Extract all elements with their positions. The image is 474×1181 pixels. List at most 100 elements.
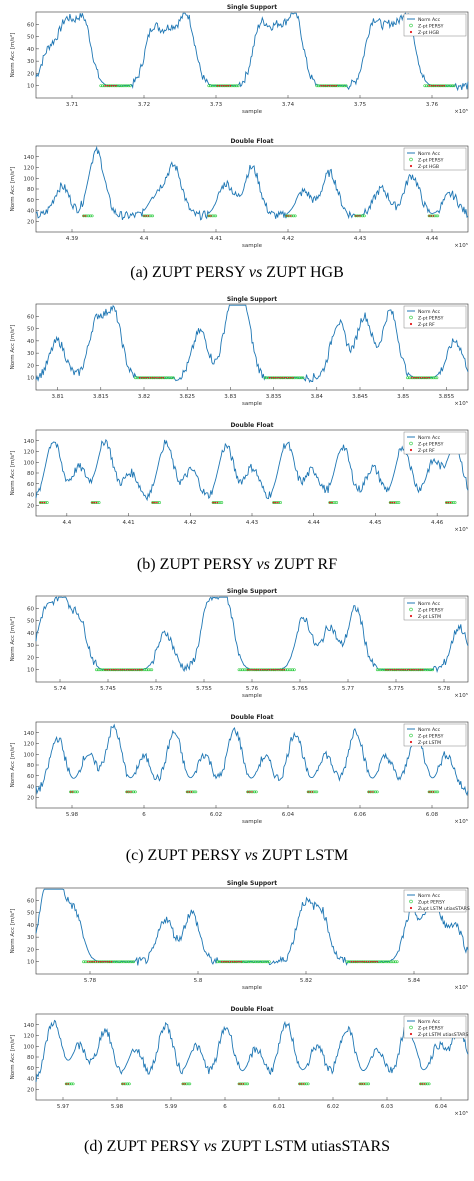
y-tick-label: 80	[27, 763, 34, 769]
zupt-model-point	[229, 960, 232, 963]
zupt-persy-point	[212, 84, 216, 88]
zupt-persy-point	[209, 84, 212, 88]
y-tick-label: 20	[27, 363, 34, 369]
zupt-model-point	[223, 960, 225, 963]
zupt-persy-point	[149, 214, 153, 218]
zupt-persy-point	[392, 960, 396, 964]
y-tick-label: 140	[24, 155, 35, 161]
zupt-persy-point	[247, 960, 250, 964]
x-axis-exponent: ×10⁵	[454, 526, 468, 533]
zupt-model-point	[220, 84, 223, 87]
zupt-persy-point	[431, 668, 434, 672]
zupt-model-point	[225, 84, 227, 87]
series-norm-acc	[35, 145, 469, 221]
zupt-persy-point	[151, 501, 155, 504]
zupt-model-point	[424, 1083, 426, 1085]
x-axis-label: sample	[242, 401, 263, 407]
zupt-model-point	[367, 791, 370, 793]
zupt-model-point	[370, 960, 372, 963]
zupt-persy-point	[99, 960, 103, 964]
x-tick-label: 5.74	[54, 686, 67, 692]
zupt-persy-point	[224, 960, 228, 964]
zupt-model-point	[268, 376, 271, 379]
zupt-persy-point	[306, 790, 310, 794]
x-tick-label: 6.02	[210, 812, 222, 818]
zupt-persy-point	[388, 960, 392, 964]
zupt-persy-point	[335, 501, 339, 504]
y-tick-label: 60	[27, 22, 34, 28]
x-axis-exponent: ×10⁵	[454, 242, 468, 249]
zupt-model-point	[238, 960, 240, 963]
zupt-persy-point	[188, 1082, 192, 1086]
zupt-model-point	[147, 376, 150, 379]
zupt-persy-point	[257, 960, 261, 964]
zupt-model-point	[253, 668, 255, 671]
zupt-persy-point	[90, 501, 94, 504]
zupt-model-point	[218, 84, 221, 87]
legend-swatch-model	[409, 740, 413, 744]
zupt-model-point	[445, 501, 448, 504]
zupt-model-point	[115, 84, 117, 87]
zupt-model-point	[285, 215, 288, 217]
zupt-model-point	[225, 960, 227, 963]
zupt-persy-point	[207, 214, 211, 218]
zupt-model-point	[274, 668, 277, 671]
zupt-persy-point	[265, 376, 269, 380]
y-tick-label: 60	[27, 314, 34, 320]
zupt-model-point	[432, 215, 435, 217]
y-axis-label: Norm Acc [m/s²]	[9, 33, 16, 78]
zupt-persy-point	[263, 376, 267, 380]
chart-title: Single Support	[227, 4, 277, 11]
chart-title: Double Float	[230, 1006, 273, 1013]
zupt-model-point	[277, 376, 279, 379]
caption-a: (a) ZUPT PERSY vs ZUPT HGB	[0, 264, 474, 282]
legend-swatch-model	[409, 906, 413, 910]
zupt-model-point	[132, 668, 134, 671]
zupt-model-point	[128, 668, 130, 671]
zupt-persy-point	[112, 668, 116, 672]
zupt-model-point	[184, 1083, 186, 1085]
zupt-persy-point	[345, 960, 349, 964]
zupt-model-point	[352, 960, 355, 963]
x-tick-label: 6.08	[426, 812, 439, 818]
zupt-persy-point	[407, 376, 411, 380]
y-tick-label: 40	[27, 47, 34, 53]
zupt-persy-point	[452, 84, 456, 88]
zupt-persy-point	[70, 1082, 73, 1086]
zupt-model-point	[430, 215, 433, 217]
zupt-persy-point	[429, 668, 433, 672]
x-axis-label: sample	[242, 819, 263, 825]
zupt-persy-point	[245, 960, 249, 964]
zupt-model-point	[216, 501, 219, 504]
zupt-persy-point	[367, 1082, 371, 1086]
x-tick-label: 3.76	[426, 102, 439, 108]
y-tick-label: 80	[27, 471, 34, 477]
zupt-persy-point	[313, 790, 317, 794]
x-tick-label: 4.44	[426, 236, 439, 242]
x-tick-label: 3.855	[439, 394, 455, 400]
zupt-persy-point	[98, 668, 102, 672]
zupt-model-point	[110, 84, 113, 87]
zupt-model-point	[104, 84, 106, 87]
zupt-model-point	[376, 960, 379, 963]
zupt-persy-point	[347, 960, 351, 964]
zupt-persy-point	[255, 960, 259, 964]
zupt-persy-point	[377, 668, 381, 672]
zupt-persy-point	[324, 84, 327, 88]
zupt-persy-point	[451, 501, 455, 504]
zupt-model-point	[402, 668, 405, 671]
zupt-persy-point	[133, 376, 137, 380]
zupt-model-point	[272, 376, 275, 379]
zupt-persy-point	[260, 960, 264, 964]
zupt-persy-point	[243, 960, 247, 964]
zupt-model-point	[408, 668, 411, 671]
zupt-model-point	[322, 84, 325, 87]
zupt-persy-point	[262, 960, 266, 964]
zupt-persy-point	[125, 790, 129, 794]
zupt-model-point	[145, 215, 147, 217]
zupt-persy-point	[333, 501, 337, 504]
zupt-persy-point	[76, 790, 79, 794]
zupt-persy-point	[74, 790, 78, 794]
zupt-model-point	[406, 668, 409, 671]
zupt-model-point	[350, 960, 353, 963]
